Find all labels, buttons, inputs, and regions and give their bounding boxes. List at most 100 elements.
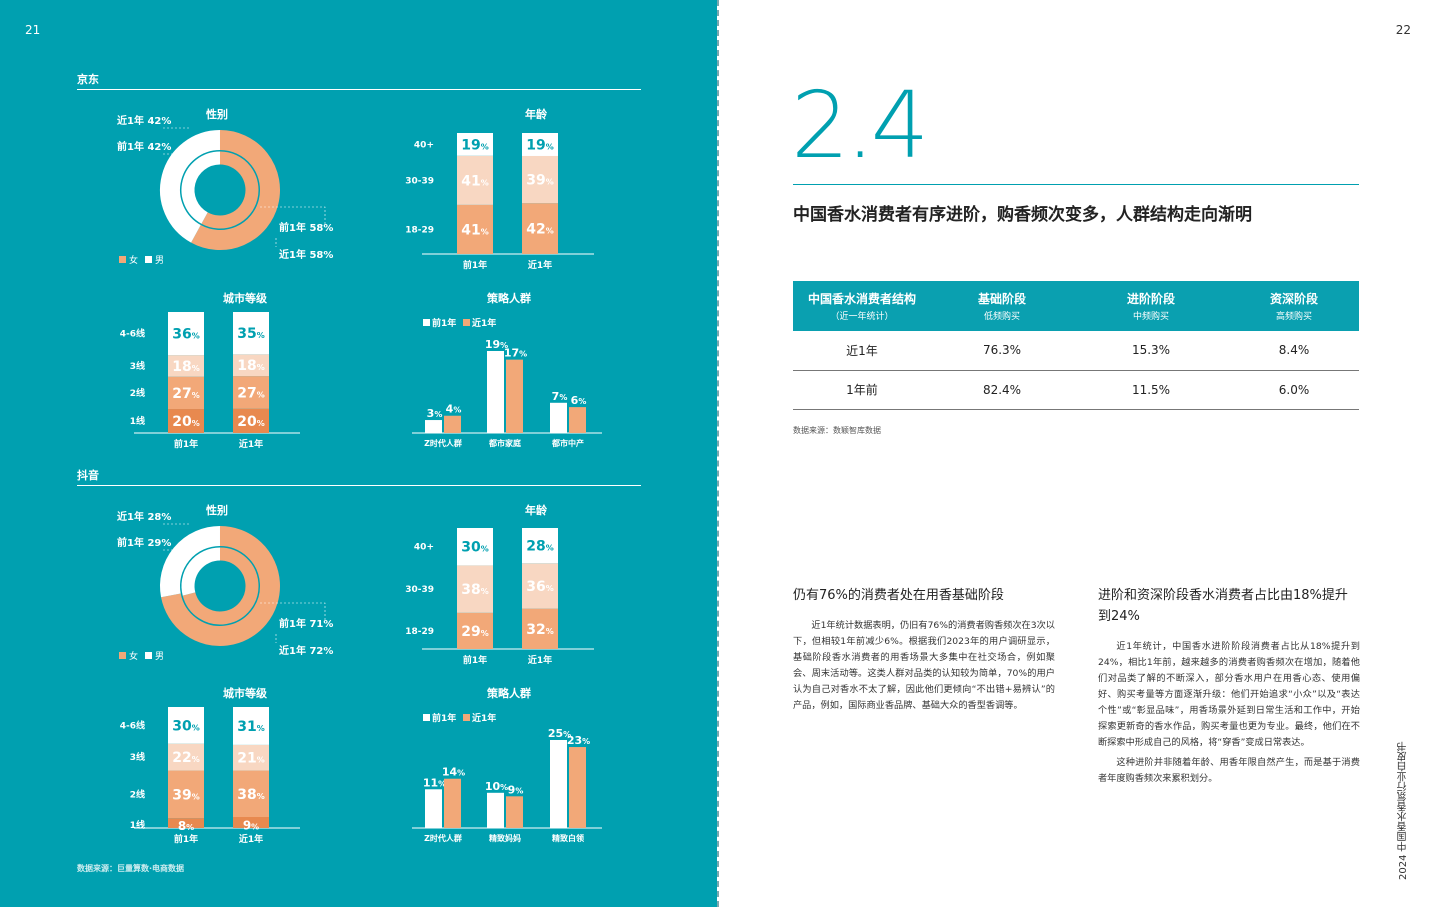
data-label: 6% (571, 394, 587, 407)
data-label: 38% (461, 582, 489, 598)
x-tick-label: 都市中产 (551, 438, 584, 448)
bar-segment (233, 408, 269, 433)
data-label: 前1年 42% (117, 140, 171, 153)
divider-douyin (77, 485, 641, 486)
x-tick-label: 前1年 (463, 259, 487, 271)
chart-title: 性别 (206, 107, 228, 121)
chart-title: 性别 (206, 503, 228, 517)
section-b: 进阶和资深阶段香水消费者占比由18%提升到24% 近1年统计，中国香水进阶阶段消… (1098, 585, 1360, 787)
table-row: 近1年 76.3% 15.3% 8.4% (793, 331, 1359, 371)
data-label: 20% (172, 414, 200, 430)
data-label: 30% (172, 718, 200, 734)
legend-label: 女 (129, 254, 138, 266)
consumer-structure-table: 中国香水消费者结构 （近一年统计） 基础阶段 低频购买 进阶阶段 中频购买 资深阶段高… (793, 281, 1359, 410)
side-label: 2024 中国香水香氛行业白皮书 (1398, 741, 1409, 880)
footer-note: 数据来源：巨量算数·电商数据 (77, 864, 185, 873)
x-tick-label: Z时代人群 (424, 438, 462, 448)
data-label: 27% (172, 386, 200, 402)
x-tick-label: 近1年 (239, 438, 263, 450)
legend-swatch (463, 714, 470, 721)
chart-title: 策略人群 (486, 291, 531, 305)
data-label: 28% (526, 539, 554, 555)
bar-segment (233, 312, 269, 355)
data-label: 前1年 29% (117, 536, 171, 549)
data-label: 36% (526, 579, 554, 595)
data-label: 41% (461, 173, 489, 189)
bar-segment (522, 528, 558, 564)
x-tick-label: 前1年 (174, 438, 198, 450)
bar (550, 402, 567, 433)
section-rule (793, 184, 1359, 185)
bar-segment (168, 409, 204, 433)
bar-segment (233, 707, 269, 745)
category-label: 2线 (130, 788, 145, 800)
bar-segment (522, 563, 558, 609)
data-label: 42% (526, 222, 554, 238)
bar (487, 792, 504, 828)
bar-segment (457, 133, 493, 156)
category-label: 3线 (130, 751, 145, 763)
legend-swatch-male (145, 652, 152, 659)
legend-label: 近1年 (472, 317, 496, 329)
leader-line (260, 602, 326, 620)
data-label: 前1年 71% (279, 617, 333, 630)
section-a: 仍有76%的消费者处在用香基础阶段 近1年统计数据表明，仍旧有76%的消费者购香… (793, 585, 1055, 714)
left-page: 21 京东 抖音 性别 近1年 42% 前1年 42% 前1年 58% 近1年 58% 女… (0, 0, 717, 907)
data-label: 9% (508, 783, 524, 796)
female-arc (182, 547, 259, 625)
bar-segment (457, 204, 493, 254)
category-label: 18-29 (405, 225, 434, 235)
bar-segment (168, 770, 204, 819)
bar (550, 740, 567, 828)
x-tick-label: 前1年 (174, 833, 198, 845)
category-label: 18-29 (405, 627, 434, 637)
x-tick-label: 都市家庭 (488, 438, 522, 448)
table-cell: 11.5% (1073, 370, 1229, 410)
bar-segment (522, 203, 558, 254)
x-tick-label: 精致白领 (552, 833, 584, 843)
legend-label: 男 (155, 255, 164, 266)
data-label: 近1年 72% (279, 644, 333, 657)
chart-title: 年龄 (525, 107, 548, 121)
data-label: 38% (237, 787, 265, 803)
table-header: 基础阶段 低频购买 (931, 281, 1073, 331)
category-label: 2线 (130, 387, 145, 399)
category-label: 40+ (414, 140, 434, 150)
bar (487, 351, 504, 433)
table-cell: 82.4% (931, 370, 1073, 410)
data-label: 近1年 58% (279, 248, 333, 261)
data-label: 41% (461, 222, 489, 238)
bar (444, 415, 461, 433)
female-arc (201, 151, 259, 229)
table-cell: 1年前 (793, 370, 931, 410)
data-label: 22% (172, 750, 200, 766)
bar-segment (168, 312, 204, 356)
x-tick-label: 前1年 (463, 654, 487, 666)
bar-segment (522, 155, 558, 204)
bar-segment (522, 133, 558, 156)
table-cell: 6.0% (1229, 370, 1359, 410)
bar-segment (233, 744, 269, 771)
data-label: 19% (526, 137, 554, 153)
data-label: 27% (237, 385, 265, 401)
data-label: 17% (504, 347, 527, 360)
male-arc (160, 130, 221, 243)
chart-title: 策略人群 (486, 686, 531, 700)
legend-swatch (423, 319, 430, 326)
category-label: 4-6线 (120, 719, 145, 731)
x-tick-label: Z时代人群 (424, 833, 462, 843)
x-tick-label: 近1年 (239, 833, 263, 845)
bar (569, 407, 586, 433)
bar-segment (168, 743, 204, 771)
data-label: 前1年 58% (279, 221, 333, 234)
table-cell: 8.4% (1229, 331, 1359, 371)
male-arc (160, 526, 221, 598)
bar-segment (522, 608, 558, 649)
headline: 中国香水消费者有序进阶，购香频次变多，人群结构走向渐明 (793, 205, 1252, 225)
category-label: 1线 (130, 819, 145, 831)
bar (425, 420, 442, 433)
bar-segment (457, 565, 493, 613)
section-b-body-1: 近1年统计，中国香水进阶阶段消费者占比从18%提升到24%，相比1年前，越来越多… (1098, 641, 1360, 748)
male-arc (181, 151, 221, 224)
